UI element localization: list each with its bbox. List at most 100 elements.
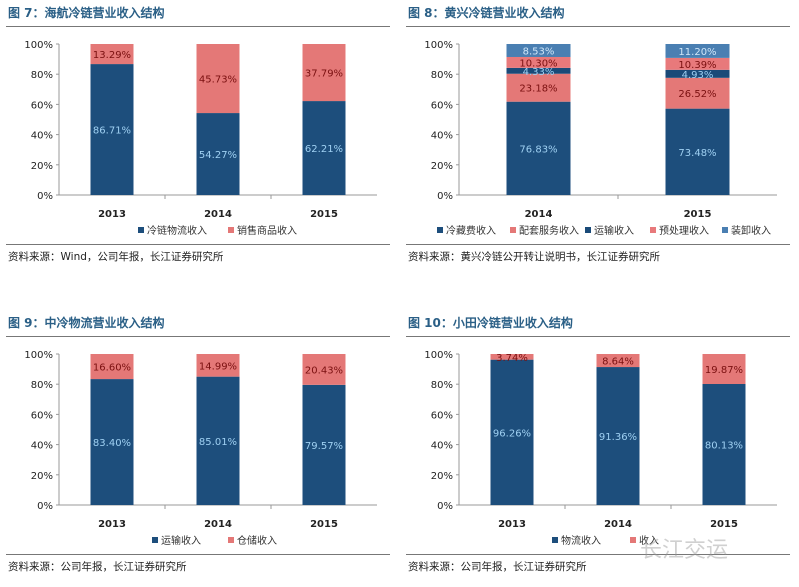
bar-segment xyxy=(596,354,640,368)
legend-label: 运输收入 xyxy=(594,224,634,237)
legend-swatch xyxy=(228,537,234,543)
bar-segment xyxy=(196,376,240,505)
bar-segment xyxy=(196,113,240,195)
x-tick-label: 2014 xyxy=(204,209,232,220)
title-divider xyxy=(6,26,390,27)
data-label: 16.60% xyxy=(93,363,131,374)
data-label: 45.73% xyxy=(199,75,237,86)
data-label: 26.52% xyxy=(678,89,716,100)
figure-7-panel: 图 7：海航冷链营业收入结构 0% 20% 40% 60% 80% 100% 86.71% 1… xyxy=(0,0,400,280)
data-label: 10.39% xyxy=(678,60,716,71)
bar-segment xyxy=(506,101,571,195)
bar-segment xyxy=(596,367,640,505)
figure-8-chart: 0% 20% 40% 60% 80% 100% 76.83% 23.18% 4.33%10.30… xyxy=(424,40,777,237)
source-note: 资料来源：黄兴冷链公开转让说明书，长江证券研究所 xyxy=(408,251,660,263)
source-note: 资料来源：Wind，公司年报，长江证券研究所 xyxy=(8,251,224,263)
y-tick-label: 20% xyxy=(431,161,453,172)
y-tick-label: 100% xyxy=(24,40,53,51)
source-divider xyxy=(6,554,390,555)
legend-swatch xyxy=(138,227,144,233)
figure-7-chart: 0% 20% 40% 60% 80% 100% 86.71% 13.29% 2013 54.27%… xyxy=(24,40,377,237)
data-label: 80.13% xyxy=(705,441,743,452)
x-tick-label: 2013 xyxy=(498,519,526,530)
data-label: 10.30% xyxy=(519,58,557,69)
bar-segment xyxy=(90,64,134,195)
bar-segment xyxy=(665,108,730,195)
legend-swatch xyxy=(437,227,443,233)
data-label: 11.20% xyxy=(678,47,716,58)
bar-segment xyxy=(196,354,240,377)
title-divider xyxy=(406,26,790,27)
legend-label: 收入 xyxy=(639,534,659,547)
data-label: 83.40% xyxy=(93,438,131,449)
data-label: 73.48% xyxy=(678,148,716,159)
bar-segment xyxy=(665,57,730,70)
source-divider xyxy=(406,554,790,555)
y-tick-label: 80% xyxy=(431,380,453,391)
legend-swatch xyxy=(630,537,636,543)
legend-label: 预处理收入 xyxy=(659,224,709,237)
legend-label: 运输收入 xyxy=(161,534,201,547)
data-label: 23.18% xyxy=(519,84,557,95)
title-divider xyxy=(6,336,390,337)
data-label: 8.53% xyxy=(523,46,555,57)
bar-segment xyxy=(302,44,346,102)
x-tick-label: 2014 xyxy=(604,519,632,530)
y-tick-label: 20% xyxy=(431,471,453,482)
data-label: 20.43% xyxy=(305,365,343,376)
data-label: 13.29% xyxy=(93,50,131,61)
figure-9-chart: 0% 20% 40% 60% 80% 100% 83.40% 16.60% 2013 85.01%… xyxy=(24,350,377,547)
bar-segment xyxy=(302,354,346,385)
y-tick-label: 100% xyxy=(24,350,53,361)
x-tick-label: 2015 xyxy=(684,209,712,220)
y-tick-label: 80% xyxy=(431,70,453,81)
legend-swatch xyxy=(722,227,728,233)
y-tick-label: 40% xyxy=(31,131,53,142)
data-label: 4.33% xyxy=(523,67,555,78)
bar-segment xyxy=(490,359,534,505)
legend-swatch xyxy=(510,227,516,233)
x-tick-label: 2014 xyxy=(204,519,232,530)
x-tick-label: 2013 xyxy=(98,209,126,220)
x-tick-label: 2015 xyxy=(710,519,738,530)
bar-segment xyxy=(702,354,746,385)
legend-label: 装卸收入 xyxy=(731,224,771,237)
legend-label: 冷藏费收入 xyxy=(446,224,496,237)
figure-title: 图 7：海航冷链营业收入结构 xyxy=(8,6,165,20)
data-label: 19.87% xyxy=(705,365,743,376)
legend-label: 配套服务收入 xyxy=(519,224,579,237)
legend-swatch xyxy=(585,227,591,233)
bar-segment xyxy=(665,77,730,109)
y-tick-label: 60% xyxy=(31,410,53,421)
data-label: 76.83% xyxy=(519,144,557,155)
y-tick-label: 60% xyxy=(431,100,453,111)
y-tick-label: 20% xyxy=(31,161,53,172)
y-tick-label: 80% xyxy=(31,380,53,391)
figure-10-chart: 0% 20% 40% 60% 80% 100% 96.26% 3.74% 2013 91.36% 8… xyxy=(424,350,777,547)
y-tick-label: 20% xyxy=(31,471,53,482)
figure-9-panel: 图 9：中冷物流营业收入结构 0% 20% 40% 60% 80% 100% 83.40% 1… xyxy=(0,310,400,587)
source-divider xyxy=(406,244,790,245)
bar-segment xyxy=(665,69,730,78)
data-label: 8.64% xyxy=(602,357,634,368)
figure-title: 图 9：中冷物流营业收入结构 xyxy=(8,316,165,330)
legend-label: 仓储收入 xyxy=(237,534,277,547)
legend-swatch xyxy=(552,537,558,543)
bar-segment xyxy=(506,44,571,57)
data-label: 85.01% xyxy=(199,437,237,448)
bar-segment xyxy=(90,44,134,65)
data-label: 4.93% xyxy=(682,70,714,81)
y-tick-label: 80% xyxy=(31,70,53,81)
figure-8-panel: 图 8：黄兴冷链营业收入结构 0% 20% 40% 60% 80% 100% 76.83% 2… xyxy=(400,0,799,280)
figure-title: 图 8：黄兴冷链营业收入结构 xyxy=(408,6,565,20)
title-divider xyxy=(406,336,790,337)
source-divider xyxy=(6,244,390,245)
data-label: 79.57% xyxy=(305,441,343,452)
data-label: 37.79% xyxy=(305,69,343,80)
legend-swatch xyxy=(650,227,656,233)
y-tick-label: 100% xyxy=(424,40,453,51)
data-label: 91.36% xyxy=(599,432,637,443)
bar-segment xyxy=(196,44,240,114)
x-tick-label: 2013 xyxy=(98,519,126,530)
